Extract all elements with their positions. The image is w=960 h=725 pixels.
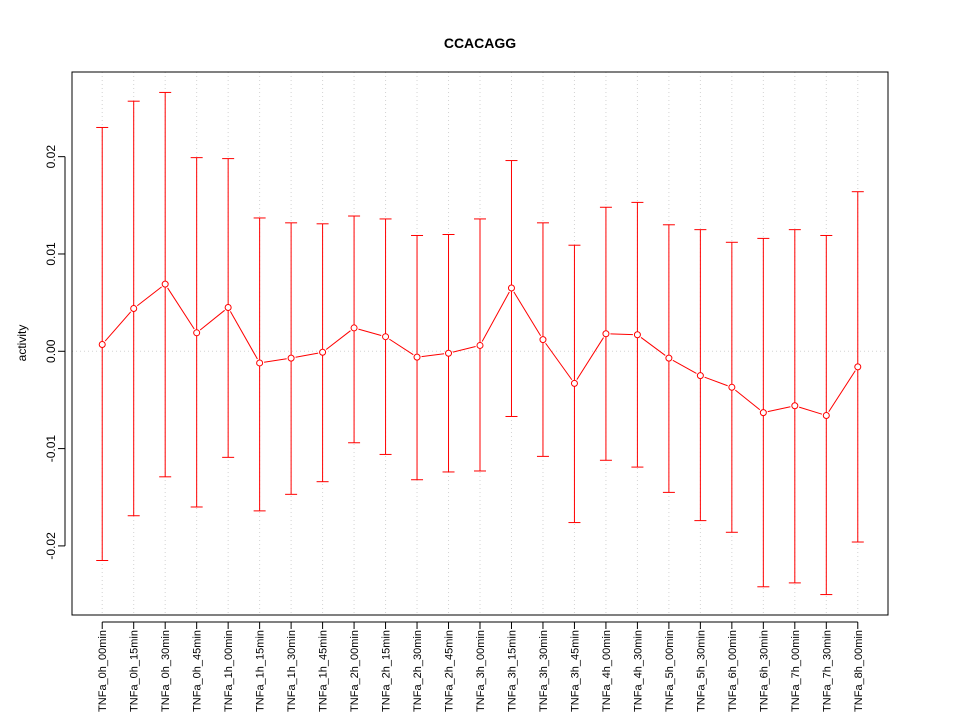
line-segment [167, 287, 195, 330]
x-tick-label: TNFa_3h_30min [538, 630, 550, 712]
data-point [130, 304, 138, 312]
line-segment [421, 353, 445, 358]
line-segment [481, 291, 510, 342]
x-tick-label: TNFa_1h_00min [223, 630, 235, 712]
line-segment [704, 376, 728, 387]
data-point [728, 383, 736, 391]
line-segment [767, 406, 791, 413]
x-tick-label: TNFa_0h_15min [129, 630, 141, 712]
data-point [696, 372, 704, 380]
data-point [539, 336, 547, 344]
data-point [476, 341, 484, 349]
data-point [602, 330, 610, 338]
data-points [98, 280, 862, 420]
chart-title: CCACAGG [444, 35, 516, 51]
line-segment [828, 370, 856, 413]
data-point [350, 324, 358, 332]
x-tick-label: TNFa_1h_45min [318, 630, 330, 712]
line-segment [576, 337, 604, 380]
x-tick-label: TNFa_5h_30min [695, 630, 707, 712]
data-point [161, 280, 169, 288]
line-segment [513, 291, 542, 337]
line-segment [545, 342, 573, 381]
x-tick-label: TNFa_6h_30min [758, 630, 770, 712]
y-tick-label: 0.01 [44, 242, 58, 266]
data-point [791, 402, 799, 410]
y-tick-label: -0.02 [44, 532, 58, 560]
x-tick-label: TNFa_2h_30min [412, 630, 424, 712]
line-segment [229, 311, 258, 360]
data-point [287, 354, 295, 362]
plot-frame [71, 71, 889, 616]
x-tick-label: TNFa_8h_00min [853, 630, 865, 712]
x-tick-label: TNFa_4h_30min [632, 630, 644, 712]
data-point [633, 331, 641, 339]
x-tick-label: TNFa_4h_00min [601, 630, 613, 712]
grid [72, 72, 888, 615]
x-tick-label: TNFa_5h_00min [664, 630, 676, 712]
x-tick-label: TNFa_2h_45min [444, 630, 456, 712]
data-point [570, 379, 578, 387]
line-segment [798, 406, 823, 415]
line-segment [452, 346, 476, 353]
line-segment [640, 337, 666, 356]
data-point [319, 348, 327, 356]
line-segment [264, 358, 287, 363]
y-axis-label: activity [15, 325, 29, 362]
data-point [256, 359, 264, 367]
data-point [193, 329, 201, 337]
line-segment [325, 330, 351, 350]
x-tick-label: TNFa_3h_15min [506, 630, 518, 712]
x-tick-label: TNFa_7h_00min [790, 630, 802, 712]
x-tick-label: TNFa_1h_30min [286, 630, 298, 712]
data-point [822, 412, 830, 420]
line-segment [136, 286, 162, 307]
x-tick-label: TNFa_3h_00min [475, 630, 487, 712]
x-tick-label: TNFa_3h_45min [569, 630, 581, 712]
line-segment [358, 328, 382, 336]
x-axis: TNFa_0h_00min TNFa_0h_15min TNFa_0h_30min T… [97, 621, 865, 712]
line-segment [295, 352, 319, 358]
x-tick-label: TNFa_0h_45min [192, 630, 204, 712]
x-tick-label: TNFa_7h_30min [821, 630, 833, 712]
data-point [445, 349, 453, 357]
y-axis: -0.02 -0.01 0.00 0.01 0.02 [44, 145, 66, 560]
x-tick-label: TNFa_6h_00min [727, 630, 739, 712]
y-tick-label: -0.01 [44, 435, 58, 463]
data-point [665, 354, 673, 362]
line-segment [104, 311, 132, 342]
x-tick-label: TNFa_0h_30min [160, 630, 172, 712]
line-segment [672, 359, 697, 374]
data-point [507, 284, 515, 292]
line-segment [389, 338, 414, 356]
line-segment [610, 333, 633, 336]
series-line [104, 286, 856, 415]
data-point [224, 303, 232, 311]
data-point [413, 353, 421, 361]
line-segment [735, 389, 761, 411]
x-tick-label: TNFa_0h_00min [97, 630, 109, 712]
x-tick-label: TNFa_1h_15min [255, 630, 267, 712]
data-point [382, 333, 390, 341]
x-tick-label: TNFa_2h_00min [349, 630, 361, 712]
y-tick-label: 0.02 [44, 145, 58, 169]
data-point [854, 363, 862, 371]
data-point [759, 409, 767, 417]
y-tick-label: 0.00 [44, 339, 58, 363]
x-tick-label: TNFa_2h_15min [381, 630, 393, 712]
data-point [98, 340, 106, 348]
line-segment [199, 309, 225, 331]
